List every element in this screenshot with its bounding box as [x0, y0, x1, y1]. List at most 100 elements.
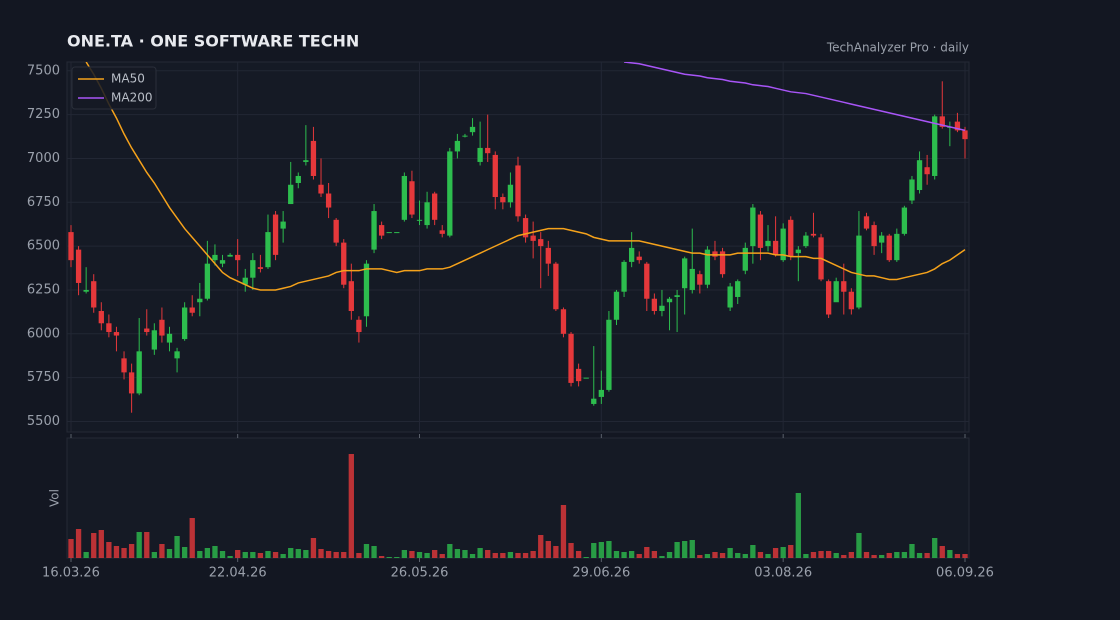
volume-bar	[613, 551, 620, 558]
volume-bar	[265, 551, 271, 558]
volume-bar	[583, 557, 589, 558]
volume-bar	[341, 552, 347, 558]
volume-bar	[227, 556, 233, 558]
y-tick-label: 7250	[27, 107, 60, 122]
volume-bar	[530, 551, 536, 558]
candle-body	[795, 249, 801, 254]
candle-body	[462, 135, 468, 137]
candle-body	[219, 260, 226, 264]
legend: MA50 MA200	[71, 66, 157, 110]
candle-body	[333, 219, 339, 243]
candle-body	[780, 228, 786, 261]
candle-body	[727, 286, 733, 308]
volume-bar	[401, 550, 408, 558]
volume-bar	[765, 554, 771, 558]
volume-bar	[363, 544, 370, 558]
volume-bar	[636, 554, 642, 558]
candle-body	[265, 232, 271, 268]
candle-body	[227, 254, 233, 257]
x-tick-label: 03.08.26	[754, 566, 812, 581]
candle-body	[492, 154, 498, 198]
candle-body	[606, 319, 612, 390]
volume-bar	[106, 542, 112, 558]
candle-body	[113, 332, 120, 336]
candle-body	[159, 319, 165, 336]
volume-bar	[750, 545, 756, 558]
candle-body	[735, 281, 741, 297]
volume-bar	[68, 539, 74, 558]
candle-body	[659, 305, 665, 312]
volume-bar	[371, 546, 377, 558]
candle-body	[583, 377, 589, 379]
volume-bar	[954, 554, 961, 558]
candle-body	[954, 121, 961, 131]
candle-body	[394, 232, 400, 234]
candle-body	[363, 263, 370, 317]
candle-body	[83, 289, 89, 292]
volume-bar	[485, 550, 491, 558]
volume-bar	[515, 553, 521, 558]
volume-bar	[257, 553, 264, 558]
candle-body	[507, 184, 514, 203]
volume-bar	[871, 555, 877, 558]
volume-bar	[333, 552, 339, 558]
volume-bar	[181, 547, 188, 558]
candle-body	[416, 219, 423, 221]
candle-body	[863, 216, 870, 229]
volume-bar	[712, 552, 718, 558]
volume-bar	[280, 554, 286, 558]
volume-bar	[235, 550, 241, 558]
volume-bar	[174, 536, 180, 558]
volume-bar	[719, 553, 726, 558]
x-tick-label: 16.03.26	[42, 566, 100, 581]
candle-body	[432, 193, 438, 220]
volume-bar	[568, 543, 574, 558]
candle-body	[280, 221, 286, 229]
volume-bar	[121, 548, 127, 558]
candle-body	[371, 211, 377, 250]
volume-bar	[932, 538, 938, 558]
volume-bar	[318, 549, 324, 558]
moving-averages	[85, 62, 966, 291]
volume-bar	[659, 556, 665, 558]
volume-bar	[522, 553, 529, 558]
candle-body	[553, 263, 559, 310]
volume-bar	[75, 529, 82, 558]
volume-bar	[848, 552, 855, 558]
volume-bar	[409, 551, 415, 558]
candle-body	[242, 277, 248, 285]
y-tick-label: 7500	[27, 63, 60, 78]
candle-body	[454, 140, 461, 152]
x-tick-label: 06.09.26	[936, 566, 994, 581]
volume-bar	[325, 551, 332, 558]
candle-body	[962, 130, 968, 140]
volume-bar	[575, 551, 582, 558]
candle-body	[644, 263, 650, 299]
candle-body	[257, 267, 264, 269]
candle-body	[825, 281, 832, 315]
candle-body	[197, 298, 203, 303]
volume-bar	[454, 549, 461, 558]
candle-body	[106, 323, 112, 333]
volume-bar	[348, 454, 354, 558]
volume-bar	[492, 553, 498, 558]
candles	[68, 81, 968, 413]
candle-body	[742, 247, 748, 271]
volume-bar	[825, 551, 832, 558]
volume-bar	[818, 551, 824, 558]
volume-bar	[772, 548, 779, 558]
volume-bar	[128, 544, 135, 558]
volume-bar	[856, 533, 862, 558]
volume-bar	[780, 547, 786, 558]
volume-bar	[735, 553, 741, 558]
y-tick-label: 6500	[27, 239, 60, 254]
candle-body	[833, 281, 839, 303]
candle-body	[401, 175, 408, 220]
y-tick-label: 6000	[27, 326, 60, 341]
volume-bar	[219, 551, 226, 558]
volume-bar	[447, 544, 453, 558]
volume-panel	[66, 437, 970, 559]
candle-body	[515, 165, 521, 217]
volume-bar	[939, 546, 945, 558]
